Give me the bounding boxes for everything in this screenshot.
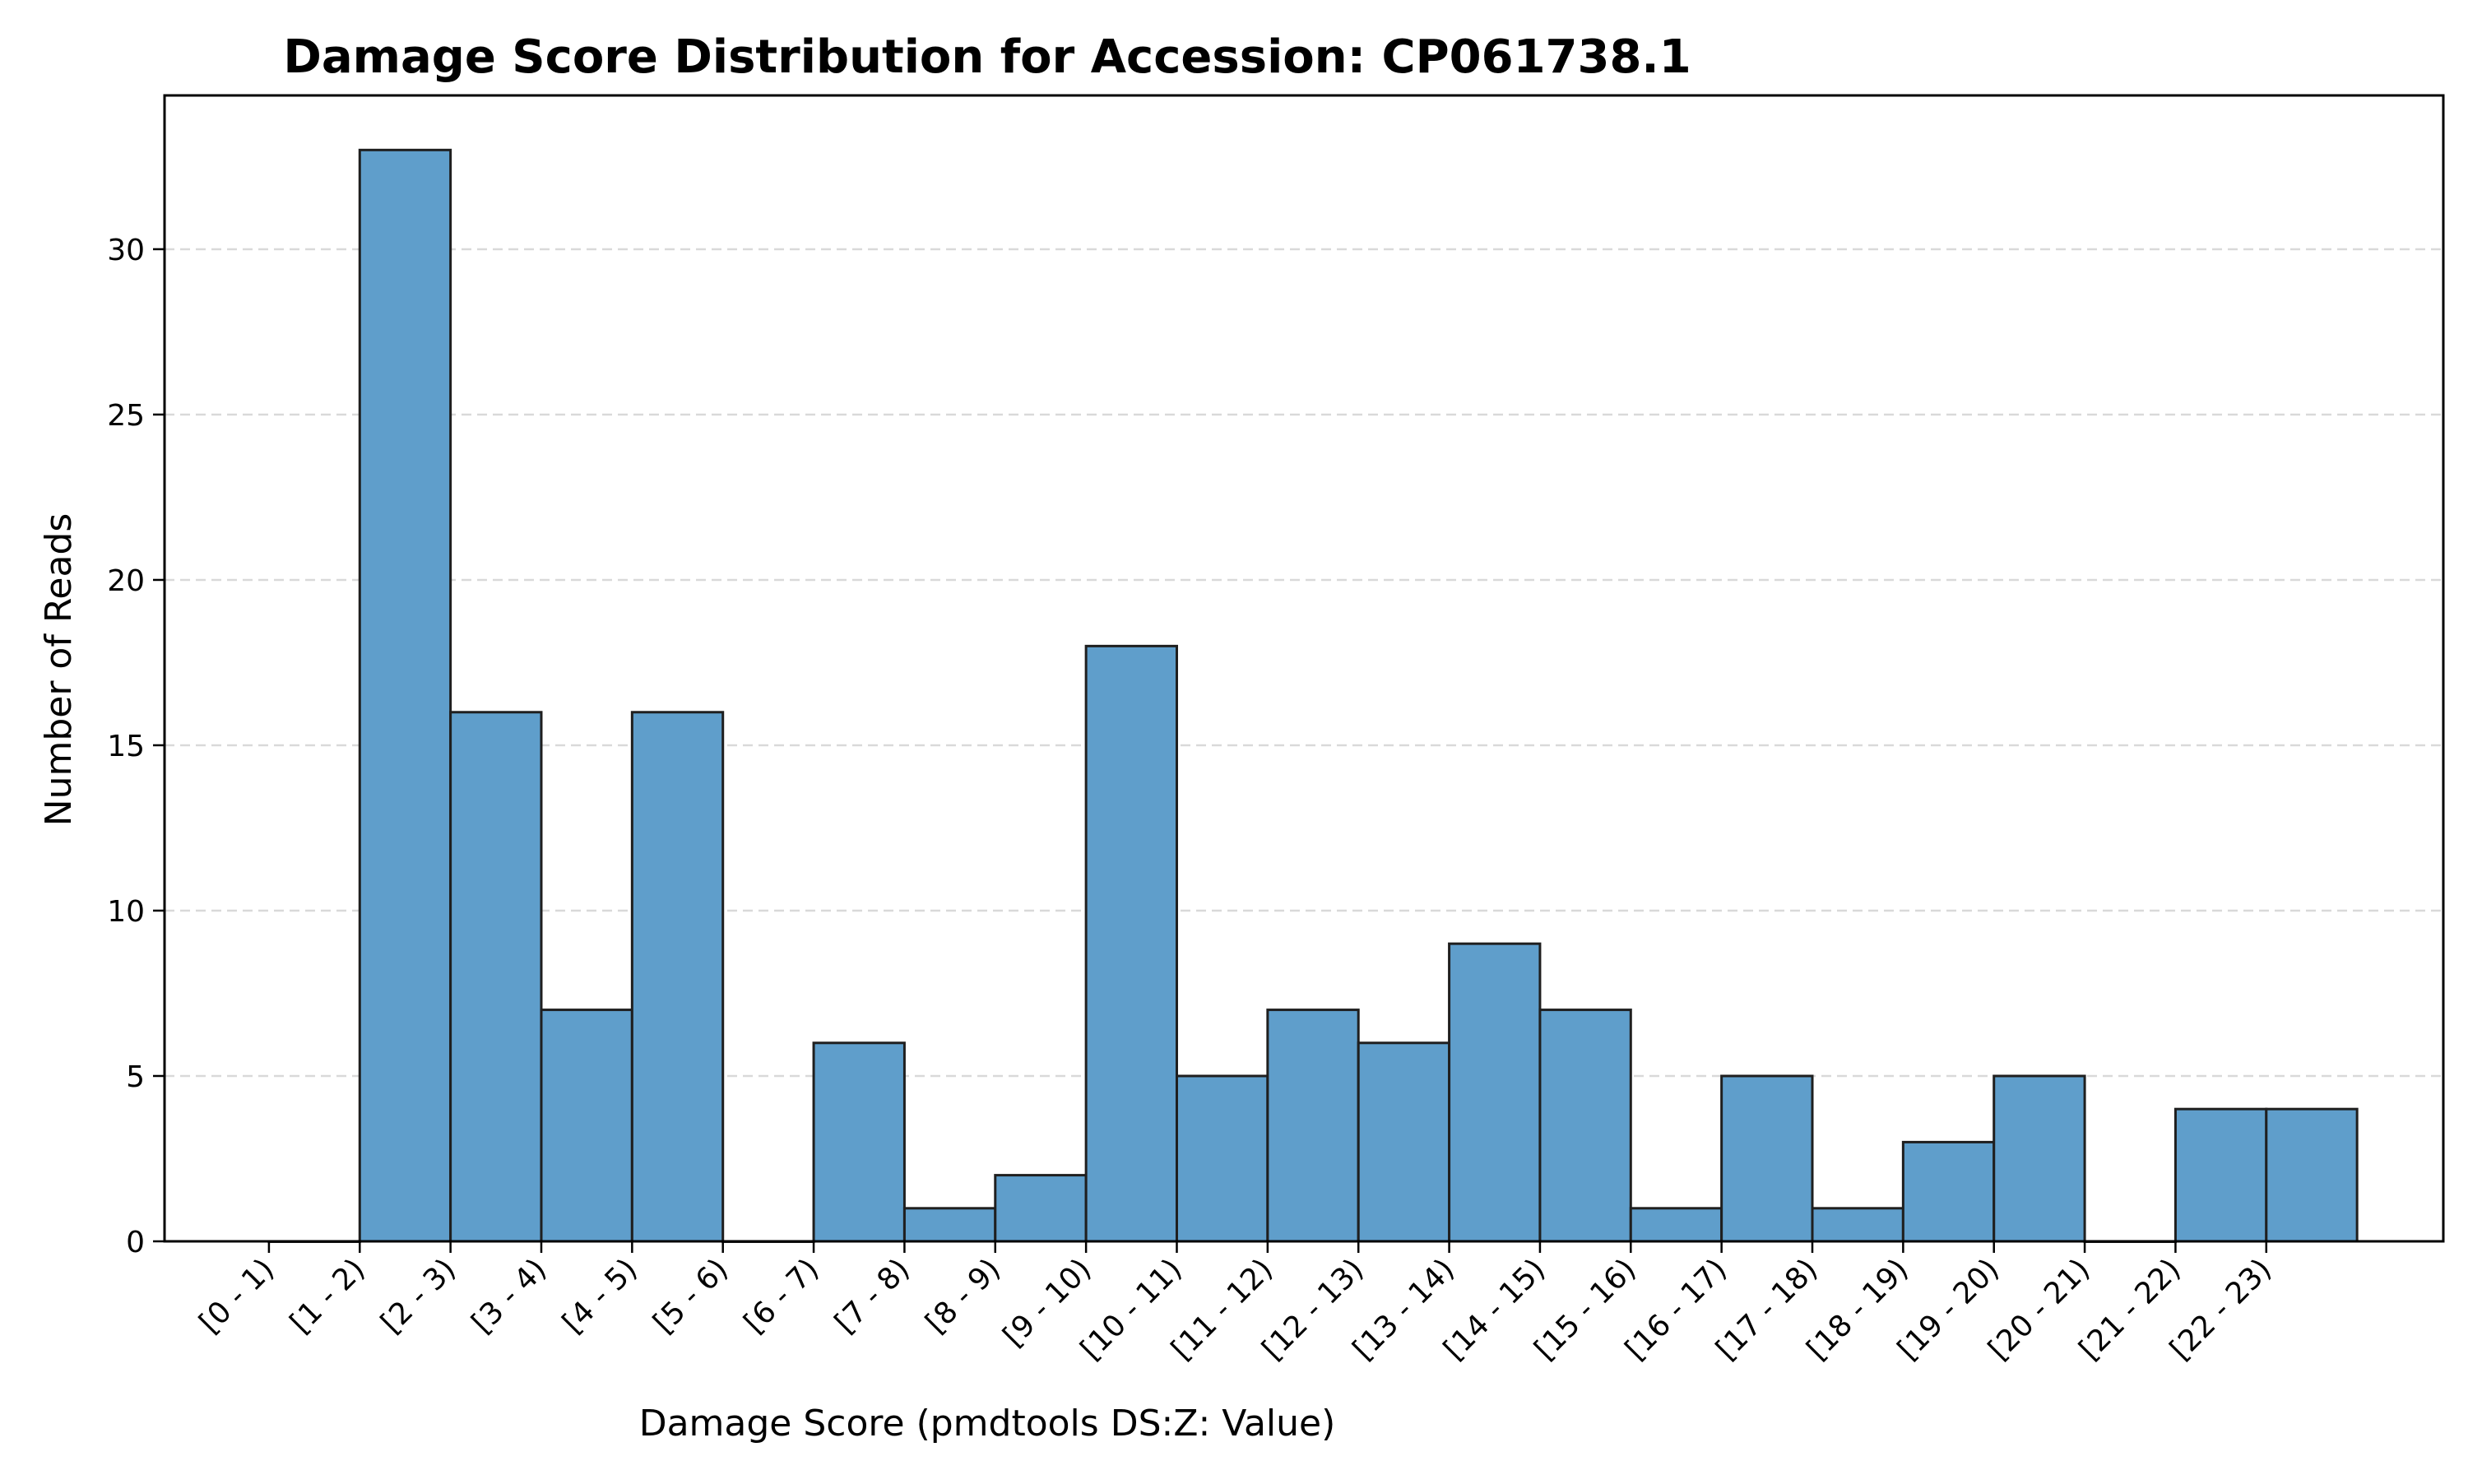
- x-axis-ticks: [0 - 1) [1 - 2) [2 - 3) [3 - 4) [4 - 5) [5 - …: [193, 1241, 2278, 1366]
- y-tick-label: 20: [107, 564, 145, 598]
- chart-title: Damage Score Distribution for Accession:…: [283, 30, 1691, 84]
- y-tick-label: 25: [107, 399, 145, 433]
- y-axis-label: Number of Reads: [38, 513, 80, 827]
- x-tick-label: [0 - 1): [193, 1252, 281, 1340]
- x-tick-label: [7 - 8): [828, 1252, 916, 1340]
- bar: [1266, 1009, 1360, 1243]
- bar: [1175, 1074, 1269, 1243]
- y-axis-ticks: 0 5 10 15 20 25 30: [107, 234, 165, 1259]
- y-tick-label: 0: [126, 1226, 145, 1259]
- bar: [1084, 644, 1178, 1243]
- x-tick-label: [2 - 3): [374, 1252, 462, 1340]
- x-tick-label: [22 - 23): [2164, 1252, 2278, 1366]
- bar: [449, 711, 543, 1243]
- y-tick-label: 30: [107, 234, 145, 267]
- bar: [2173, 1107, 2268, 1243]
- y-tick-label: 5: [126, 1060, 145, 1094]
- bar: [1357, 1041, 1451, 1243]
- x-tick-label: [1 - 2): [284, 1252, 372, 1340]
- x-tick-label: [4 - 5): [556, 1252, 644, 1340]
- bar: [812, 1041, 906, 1243]
- bar: [2265, 1107, 2359, 1243]
- bar: [1629, 1207, 1723, 1243]
- bar: [540, 1009, 633, 1243]
- x-tick-label: [6 - 7): [738, 1252, 826, 1340]
- x-tick-label: [5 - 6): [647, 1252, 735, 1340]
- bar: [1811, 1207, 1904, 1243]
- y-tick-label: 10: [107, 895, 145, 929]
- bar: [358, 148, 452, 1243]
- bar: [1538, 1009, 1632, 1243]
- bar: [994, 1174, 1088, 1243]
- x-tick-label: [3 - 4): [466, 1252, 554, 1340]
- plot-frame: [163, 94, 2445, 1243]
- bars: [267, 148, 2359, 1243]
- y-tick-label: 15: [107, 730, 145, 763]
- bar: [1448, 942, 1542, 1243]
- bar: [1720, 1074, 1814, 1243]
- x-axis-label: Damage Score (pmdtools DS:Z: Value): [639, 1403, 1336, 1445]
- bar: [630, 711, 725, 1243]
- x-tick-label: [8 - 9): [920, 1252, 1008, 1340]
- bar: [1901, 1140, 1996, 1243]
- bar: [902, 1207, 997, 1243]
- bar: [1992, 1074, 2086, 1243]
